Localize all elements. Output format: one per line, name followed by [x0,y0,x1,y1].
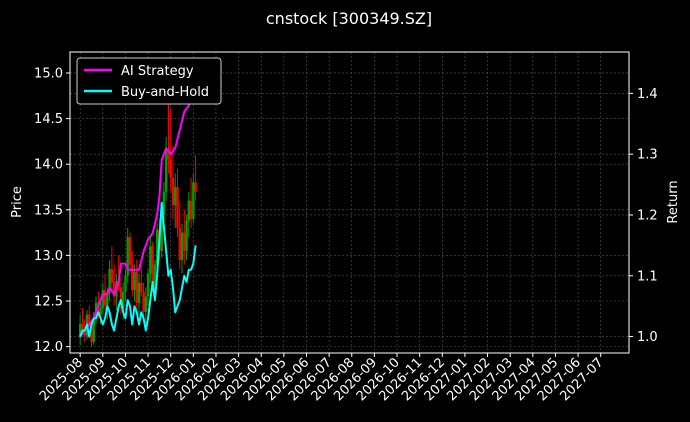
chart-title: cnstock [300349.SZ] [266,9,432,28]
candle-body [128,237,132,265]
candle-body [101,290,105,309]
candle-body [151,246,154,285]
candle-body [121,291,125,309]
legend-box [76,57,222,105]
candle-body [99,308,102,315]
candle-body [194,182,197,192]
candle-body [192,182,195,219]
candle-body [106,293,109,306]
candle-body [183,232,186,251]
left-axis-label: Price [10,186,25,218]
candle-body [185,220,188,251]
candle-body [92,317,95,343]
left-tick-label: 14.0 [34,158,63,173]
candle-body [144,296,148,312]
candle-body [169,159,172,178]
left-axis: 12.0 12.5 13.0 13.5 14.0 14.5 15.0 [34,66,70,355]
legend-label-buy-and-hold: Buy-and-Hold [121,85,209,100]
candle-body [135,271,138,303]
candle-body [174,186,177,206]
candle-body [146,273,150,297]
candle-body [83,330,86,336]
candle-body [103,290,107,306]
right-tick-label: 1.3 [637,148,658,163]
candle-body [88,314,91,327]
candle-body [189,200,193,219]
candle-body [160,214,163,251]
candle-body [162,191,166,215]
left-tick-label: 12.5 [34,295,63,310]
left-tick-label: 13.5 [34,203,63,218]
candle-body [131,264,134,291]
candle-body [142,291,145,312]
candle-body [124,275,127,292]
candle-body [167,150,170,160]
candle-body [108,269,111,294]
candle-body [119,287,123,309]
left-tick-label: 12.0 [34,340,63,355]
right-axis-label: Return [666,180,681,223]
candle-body [176,186,179,229]
candle-body [110,269,114,283]
ai-strategy-line [79,68,197,338]
left-tick-label: 14.5 [34,112,63,127]
buy-and-hold-line [79,201,197,338]
candle-body [178,228,181,260]
candle-body [140,282,143,292]
candle-body [112,282,116,297]
series-lines [79,68,197,338]
candle-body [187,200,191,221]
candle-body [126,237,129,276]
right-tick-label: 1.4 [637,87,658,102]
left-tick-label: 15.0 [34,66,63,81]
right-tick-label: 1.1 [637,269,658,284]
candle-body [171,177,175,206]
candle-body [133,271,136,291]
candle-body [81,323,84,331]
legend: AI Strategy Buy-and-Hold [76,57,222,105]
candle-body [137,282,141,303]
candle-body [180,232,184,260]
candle-body [78,323,82,338]
plot-frame [69,51,630,354]
right-tick-label: 1.2 [637,208,658,223]
right-tick-label: 1.0 [637,330,658,345]
candle-body [155,229,159,265]
candle-body [90,326,93,343]
candle-body [149,246,152,274]
candle-body [164,150,168,192]
candle-body [153,264,157,285]
left-tick-label: 13.0 [34,249,63,264]
legend-label-ai-strategy: AI Strategy [121,64,194,79]
right-axis: 1.0 1.1 1.2 1.3 1.4 [629,87,658,345]
